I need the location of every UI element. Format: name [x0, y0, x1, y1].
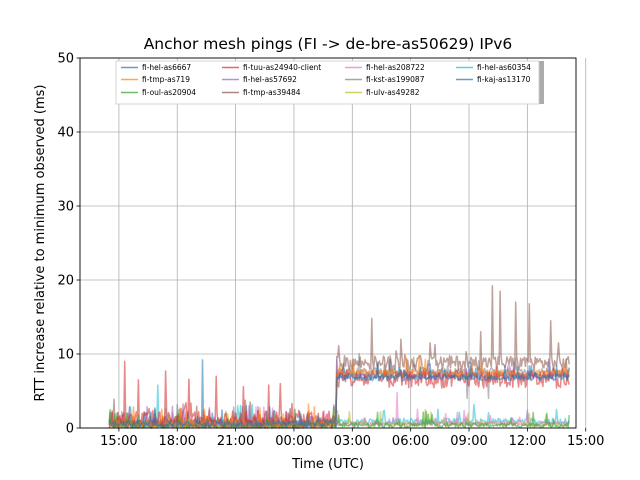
y-axis-label: RTT increase relative to minimum observe… — [33, 85, 48, 402]
x-tick-label: 03:00 — [334, 434, 371, 449]
x-tick-label: 18:00 — [159, 434, 196, 449]
legend-label: fi-tuu-as24940-client — [243, 63, 321, 72]
y-axis: 0 10 20 30 40 50 — [57, 52, 80, 437]
x-tick-label: 15:00 — [567, 434, 604, 449]
y-tick-label: 20 — [57, 274, 74, 289]
legend-label: fi-hel-as60354 — [477, 63, 531, 72]
legend-label: fi-oul-as20904 — [142, 88, 196, 97]
legend-label: fi-hel-as208722 — [366, 63, 425, 72]
plot-frame — [79, 57, 577, 429]
y-tick-label: 10 — [57, 348, 74, 363]
x-tick-label: 09:00 — [450, 434, 487, 449]
x-tick-label: 21:00 — [217, 434, 254, 449]
x-tick-label: 15:00 — [100, 434, 137, 449]
x-tick-label: 12:00 — [509, 434, 546, 449]
legend: fi-hel-as6667 fi-tmp-as719 fi-oul-as20904 f… — [115, 60, 544, 105]
y-tick-label: 40 — [57, 126, 74, 141]
y-tick-label: 30 — [57, 200, 74, 215]
chart-title: Anchor mesh pings (FI -> de-bre-as50629)… — [144, 35, 513, 53]
series-layer — [108, 285, 570, 429]
y-tick-label: 0 — [66, 422, 74, 437]
x-axis-label: Time (UTC) — [291, 457, 364, 472]
legend-label: fi-ulv-as49282 — [366, 88, 420, 97]
series-line-fi-tmp-as719 — [108, 354, 570, 429]
legend-label: fi-hel-as6667 — [142, 63, 191, 72]
y-tick-label: 50 — [57, 52, 74, 67]
legend-label: fi-tmp-as719 — [142, 75, 190, 84]
x-tick-label: 06:00 — [392, 434, 429, 449]
legend-label: fi-kaj-as13170 — [477, 75, 531, 84]
legend-label: fi-tmp-as39484 — [243, 88, 301, 97]
series-line-fi-hel-as6667 — [108, 361, 570, 428]
legend-label: fi-kst-as199087 — [366, 75, 425, 84]
x-tick-label: 00:00 — [275, 434, 312, 449]
x-axis: 15:00 18:00 21:00 00:00 03:00 06:00 09:00 12:00… — [100, 428, 604, 449]
legend-label: fi-hel-as57692 — [243, 75, 297, 84]
